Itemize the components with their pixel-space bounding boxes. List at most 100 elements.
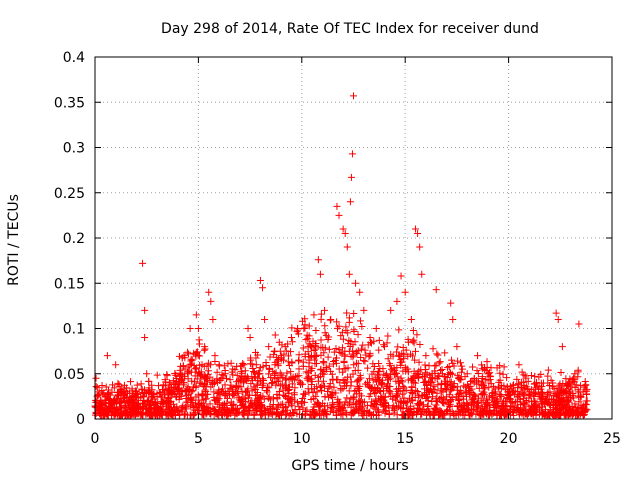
- data-point: [287, 368, 295, 376]
- data-point: [486, 407, 494, 415]
- data-point: [302, 336, 310, 344]
- data-point: [277, 411, 285, 419]
- data-point: [221, 381, 229, 389]
- data-point: [407, 350, 415, 358]
- data-point: [483, 399, 491, 407]
- data-point: [443, 374, 451, 382]
- data-point: [320, 359, 328, 367]
- data-point: [522, 374, 530, 382]
- data-point: [265, 364, 273, 372]
- data-point: [420, 379, 428, 387]
- data-point: [583, 390, 591, 398]
- data-point: [338, 328, 346, 336]
- data-point: [350, 309, 358, 317]
- data-point: [259, 375, 267, 383]
- data-point: [489, 393, 497, 401]
- data-point: [154, 382, 162, 390]
- data-point: [271, 361, 279, 369]
- data-point: [94, 392, 102, 400]
- data-point: [410, 367, 418, 375]
- data-point: [299, 362, 307, 370]
- data-point: [393, 364, 401, 372]
- data-point: [307, 367, 315, 375]
- data-point: [328, 370, 336, 378]
- data-point: [287, 400, 295, 408]
- data-point: [197, 401, 205, 409]
- data-point: [478, 374, 486, 382]
- data-point: [297, 381, 305, 389]
- data-point: [429, 345, 437, 353]
- data-point: [159, 381, 167, 389]
- data-point: [110, 397, 118, 405]
- data-point: [180, 372, 188, 380]
- data-point: [188, 356, 196, 364]
- data-point: [302, 368, 310, 376]
- data-point: [227, 381, 235, 389]
- data-point: [473, 377, 481, 385]
- data-point: [314, 256, 322, 264]
- x-tick-label: 5: [194, 431, 203, 447]
- data-point: [331, 357, 339, 365]
- data-point: [298, 398, 306, 406]
- data-point: [409, 337, 417, 345]
- data-point: [288, 338, 296, 346]
- data-point: [352, 407, 360, 415]
- data-point: [358, 323, 366, 331]
- data-point: [283, 369, 291, 377]
- data-point: [323, 411, 331, 419]
- data-point: [248, 373, 256, 381]
- data-point: [175, 378, 183, 386]
- data-point: [438, 398, 446, 406]
- data-point: [441, 349, 449, 357]
- data-point: [237, 367, 245, 375]
- data-point: [402, 367, 410, 375]
- data-point: [120, 381, 128, 389]
- data-point: [536, 392, 544, 400]
- data-point: [394, 343, 402, 351]
- data-point: [146, 404, 154, 412]
- data-point: [210, 388, 218, 396]
- data-point: [324, 353, 332, 361]
- data-point: [556, 398, 564, 406]
- data-point: [332, 359, 340, 367]
- data-point: [299, 344, 307, 352]
- data-point: [114, 379, 122, 387]
- data-point: [351, 338, 359, 346]
- data-point: [383, 339, 391, 347]
- data-point: [360, 411, 368, 419]
- data-point: [532, 384, 540, 392]
- data-point: [221, 370, 229, 378]
- data-point: [316, 403, 324, 411]
- data-point: [529, 408, 537, 416]
- data-point: [580, 411, 588, 419]
- data-point: [288, 324, 296, 332]
- data-point: [427, 374, 435, 382]
- data-point: [565, 398, 573, 406]
- data-point: [350, 326, 358, 334]
- data-point: [469, 363, 477, 371]
- data-point: [211, 396, 219, 404]
- data-point: [247, 380, 255, 388]
- data-point: [275, 355, 283, 363]
- data-point: [192, 393, 200, 401]
- data-point: [139, 404, 147, 412]
- data-point: [513, 375, 521, 383]
- data-point: [412, 379, 420, 387]
- data-point: [250, 409, 258, 417]
- data-point: [332, 345, 340, 353]
- data-point: [110, 384, 118, 392]
- data-point: [237, 383, 245, 391]
- data-point: [279, 407, 287, 415]
- data-point: [386, 362, 394, 370]
- data-point: [396, 398, 404, 406]
- data-point: [446, 378, 454, 386]
- data-point: [366, 334, 374, 342]
- data-point: [139, 389, 147, 397]
- data-point: [225, 391, 233, 399]
- data-point: [516, 408, 524, 416]
- data-point: [520, 399, 528, 407]
- data-point: [433, 350, 441, 358]
- data-point: [456, 376, 464, 384]
- data-point: [358, 392, 365, 400]
- data-point: [157, 393, 165, 401]
